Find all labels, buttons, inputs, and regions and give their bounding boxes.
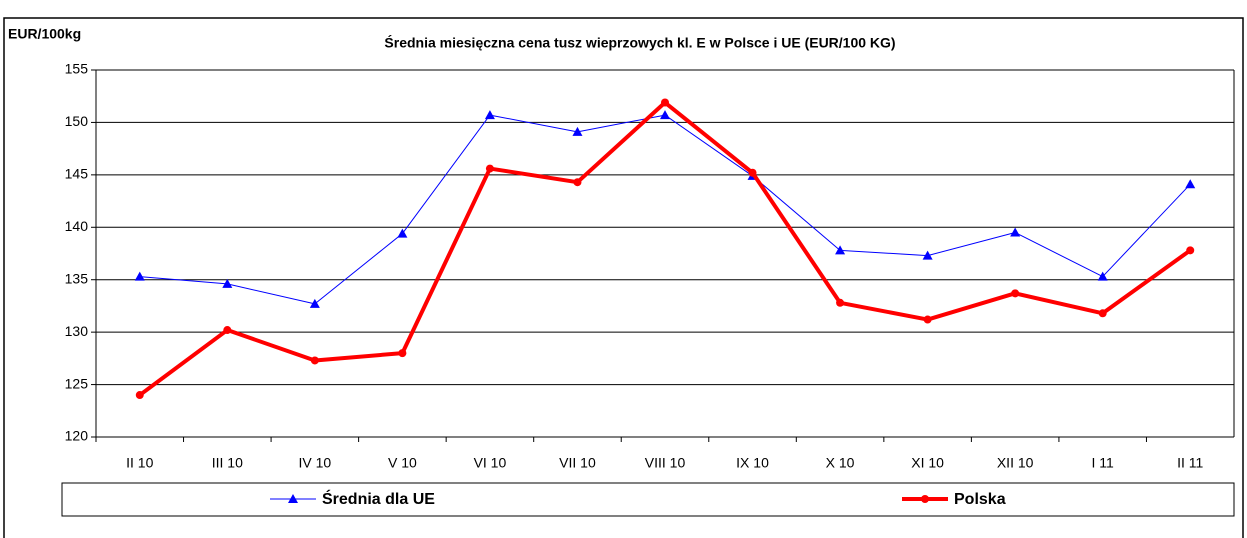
legend [61,482,1235,517]
x-tick-label: IX 10 [736,455,769,471]
point [1010,227,1021,237]
point [222,278,233,288]
y-tick-label: 135 [65,270,89,286]
point [661,98,669,107]
y-tick-label: 150 [65,113,89,129]
point [922,250,933,260]
point [310,356,319,365]
point [748,168,757,177]
x-tick-label: XII 10 [997,455,1034,471]
x-tick-label: II 11 [1177,455,1203,471]
point [573,178,582,187]
y-tick-label: 140 [65,218,89,234]
point [1185,179,1196,189]
point [1011,289,1020,298]
x-tick-label: V 10 [388,455,417,471]
x-tick-label: X 10 [826,455,855,471]
point [288,494,298,503]
y-tick-label: 155 [65,61,89,77]
x-tick-label: I 11 [1092,455,1115,471]
y-tick-label: 120 [65,428,89,444]
x-tick-label: IV 10 [298,455,331,471]
x-tick-label: XI 10 [911,455,944,471]
point [660,110,670,120]
point [398,349,407,358]
point [397,228,408,238]
point [135,391,144,400]
point [836,298,845,307]
point [1186,246,1195,255]
y-tick-label: 125 [65,375,89,391]
legend-label: Polska [954,491,1006,508]
chart-title: Średnia miesięczna cena tusz wieprzowych… [384,34,895,51]
point [923,315,932,324]
point [1098,309,1107,318]
y-tick-label: 130 [65,323,89,339]
point [1097,271,1108,281]
point [484,110,495,120]
x-tick-label: VII 10 [559,455,596,471]
chart-frame [3,17,1244,538]
point [223,326,232,335]
y-axis-label: EUR/100kg [8,26,81,42]
x-tick-label: III 10 [212,455,243,471]
point [835,245,846,255]
y-tick-label: 145 [65,166,89,182]
x-tick-label: VIII 10 [645,455,686,471]
point [485,164,494,173]
point [309,298,320,308]
x-tick-label: II 10 [126,455,153,471]
x-tick-label: VI 10 [474,455,507,471]
point [134,271,145,281]
point [921,495,929,503]
legend-label: Średnia dla UE [322,489,435,508]
point [572,126,583,136]
